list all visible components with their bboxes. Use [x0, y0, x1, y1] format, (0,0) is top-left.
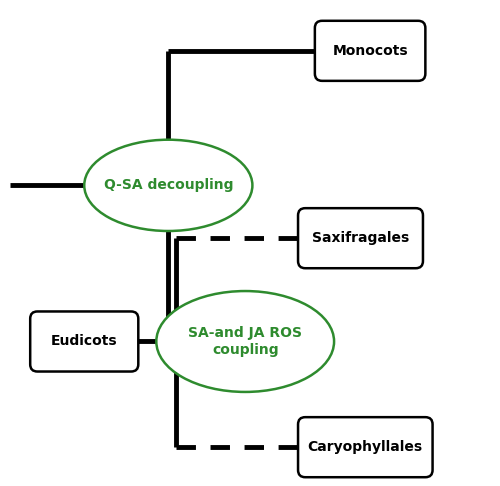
- Text: Caryophyllales: Caryophyllales: [308, 440, 423, 454]
- Ellipse shape: [84, 139, 252, 231]
- FancyBboxPatch shape: [298, 208, 423, 268]
- Text: Q-SA decoupling: Q-SA decoupling: [104, 178, 233, 192]
- FancyBboxPatch shape: [30, 312, 138, 371]
- FancyBboxPatch shape: [315, 21, 426, 81]
- Text: Saxifragales: Saxifragales: [312, 231, 409, 245]
- FancyBboxPatch shape: [298, 417, 432, 477]
- Text: SA-and JA ROS
coupling: SA-and JA ROS coupling: [188, 327, 302, 357]
- Text: Eudicots: Eudicots: [51, 334, 118, 348]
- Ellipse shape: [156, 291, 334, 392]
- Text: Monocots: Monocots: [332, 44, 408, 58]
